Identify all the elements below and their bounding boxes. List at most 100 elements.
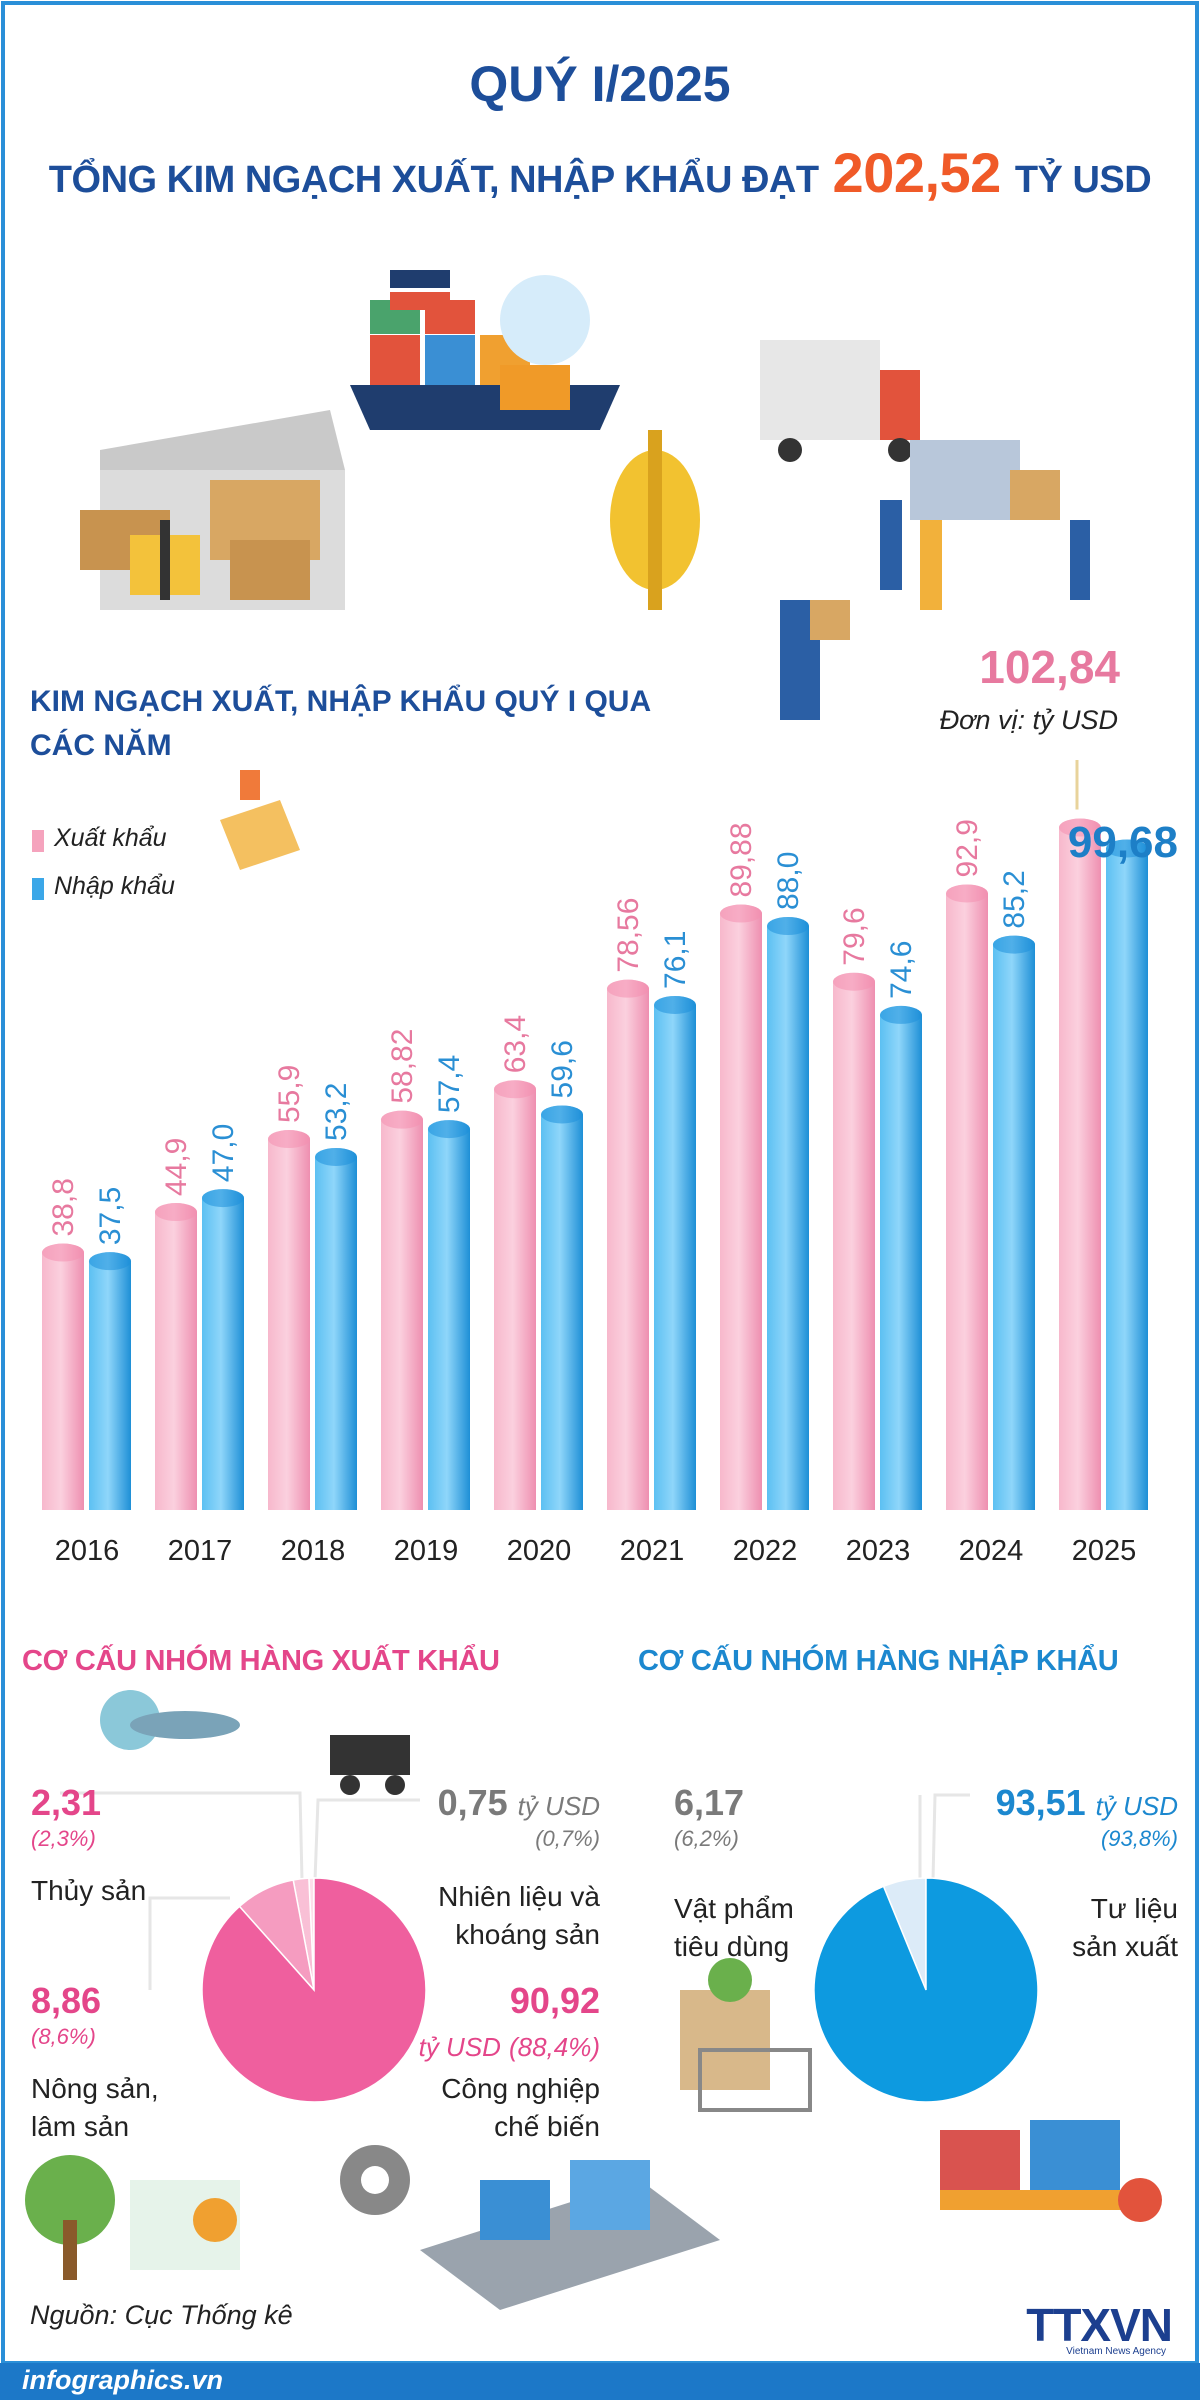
value-label: 59,6 [546, 1040, 579, 1098]
category-label: Tư liệu sản xuất [1072, 1893, 1178, 1962]
percent-label: (6,2%) [674, 1826, 739, 1851]
bar-top [767, 917, 809, 935]
percent-group: (2,3%) [31, 1826, 96, 1852]
value-label: 2,31 [31, 1782, 102, 1823]
value-label: 44,9 [160, 1138, 193, 1196]
x-tick-label: 2018 [280, 1535, 346, 1567]
bar-top [494, 1080, 536, 1099]
bar-top [541, 1105, 583, 1124]
percent-group: (8,6%) [31, 2024, 96, 2050]
value-label: 93,51 [995, 1782, 1086, 1823]
bar-top [42, 1243, 84, 1262]
bar [381, 1110, 423, 1510]
illustration [25, 270, 1162, 2310]
x-tick-label: 2020 [506, 1535, 572, 1567]
percent-group: (93,8%) [1101, 1826, 1178, 1852]
value-label: 78,56 [612, 898, 645, 973]
logo: TTXVN [1026, 2299, 1173, 2351]
title-total: 202,52 [832, 141, 1002, 204]
x-tick-label: 2019 [393, 1535, 459, 1567]
value-group: 90,92 [510, 1980, 600, 2022]
title-text: TỔNG KIM NGẠCH XUẤT, NHẬP KHẨU ĐẠT [48, 159, 819, 201]
value-label: 55,9 [273, 1065, 306, 1123]
bar [654, 995, 696, 1510]
x-tick-label: 2016 [54, 1535, 120, 1567]
value-group: 2,31 [31, 1782, 101, 1824]
percent-label: (93,8%) [1100, 1826, 1178, 1851]
percent-group: (0,7%) [535, 1826, 600, 1852]
bar [833, 972, 875, 1510]
bar-top [202, 1189, 244, 1208]
bar [315, 1147, 357, 1510]
value-label: 53,2 [320, 1083, 353, 1141]
bar-top [89, 1252, 131, 1271]
value-label: 63,4 [499, 1015, 532, 1073]
bar [89, 1252, 131, 1510]
bar-top [268, 1130, 310, 1149]
value-group: 6,17 [674, 1782, 744, 1824]
bar-top [1106, 839, 1148, 858]
bar-top [880, 1005, 922, 1024]
bar [720, 904, 762, 1510]
bar-top [607, 979, 649, 998]
value-label: 38,8 [47, 1178, 80, 1236]
value-label: 8,86 [31, 1980, 102, 2021]
pie-title: CƠ CẤU NHÓM HÀNG XUẤT KHẨU [22, 1645, 500, 1677]
footer-bar [0, 2363, 1200, 2400]
value-group: 0,75 tỷ USD [438, 1782, 600, 1824]
x-tick-label: 2023 [845, 1535, 911, 1567]
bar [993, 935, 1035, 1510]
pie-slice [201, 1877, 427, 2103]
x-tick-label: 2025 [1071, 1535, 1137, 1567]
category-label: Nông sản, lâm sản [31, 2073, 159, 2142]
bar-top [1059, 818, 1101, 837]
value-group: 93,51 tỷ USD [996, 1782, 1178, 1824]
bar-top [946, 884, 988, 903]
bar-top [833, 972, 875, 991]
logo-sub: Vietnam News Agency [1066, 2346, 1166, 2357]
category-label: Công nghiệp chế biến [441, 2073, 600, 2142]
bar [1106, 839, 1148, 1510]
bar-top [428, 1120, 470, 1139]
legend-swatch [32, 830, 44, 852]
bar [767, 917, 809, 1510]
chart-title: KIM NGẠCH XUẤT, NHẬP KHẨU QUÝ I QUA CÁC … [30, 685, 651, 762]
value-label: 37,5 [94, 1187, 127, 1245]
bar [607, 979, 649, 1510]
percent-label: (2,3%) [31, 1826, 96, 1851]
unit-label: tỷ USD [418, 2032, 501, 2062]
unit-note: Đơn vị: tỷ USD [939, 705, 1118, 735]
percent-label: (88,4%) [508, 2032, 600, 2062]
bar [494, 1080, 536, 1510]
title-line1: QUÝ I/2025 [469, 56, 731, 112]
value-label: 74,6 [885, 941, 918, 999]
x-tick-label: 2024 [958, 1535, 1024, 1567]
value-label: 47,0 [207, 1124, 240, 1182]
unit-label: tỷ USD [1095, 1791, 1178, 1821]
source: Nguồn: Cục Thống kê [30, 2300, 293, 2330]
x-tick-label: 2022 [732, 1535, 798, 1567]
bar-top [720, 904, 762, 923]
bar [42, 1243, 84, 1510]
bar [880, 1005, 922, 1510]
value-label: 102,84 [979, 641, 1120, 693]
x-tick-label: 2021 [619, 1535, 685, 1567]
bar-top [654, 995, 696, 1014]
bar [1059, 818, 1101, 1510]
leader-lines [60, 1791, 970, 1990]
value-label: 79,6 [838, 907, 871, 965]
value-label: 58,82 [386, 1029, 419, 1104]
bar [268, 1130, 310, 1510]
percent-group: tỷ USD (88,4%) [419, 2032, 600, 2063]
title-line2: TỔNG KIM NGẠCH XUẤT, NHẬP KHẨU ĐẠT 202,5… [0, 140, 1200, 205]
value-label: 57,4 [433, 1055, 466, 1113]
percent-group: (6,2%) [674, 1826, 739, 1852]
value-label: 99,68 [1067, 818, 1178, 868]
unit-label: tỷ USD [517, 1791, 600, 1821]
value-group: 8,86 [31, 1980, 101, 2022]
value-label: 85,2 [998, 870, 1031, 928]
value-label: 92,9 [951, 819, 984, 877]
value-label: 6,17 [674, 1782, 745, 1823]
